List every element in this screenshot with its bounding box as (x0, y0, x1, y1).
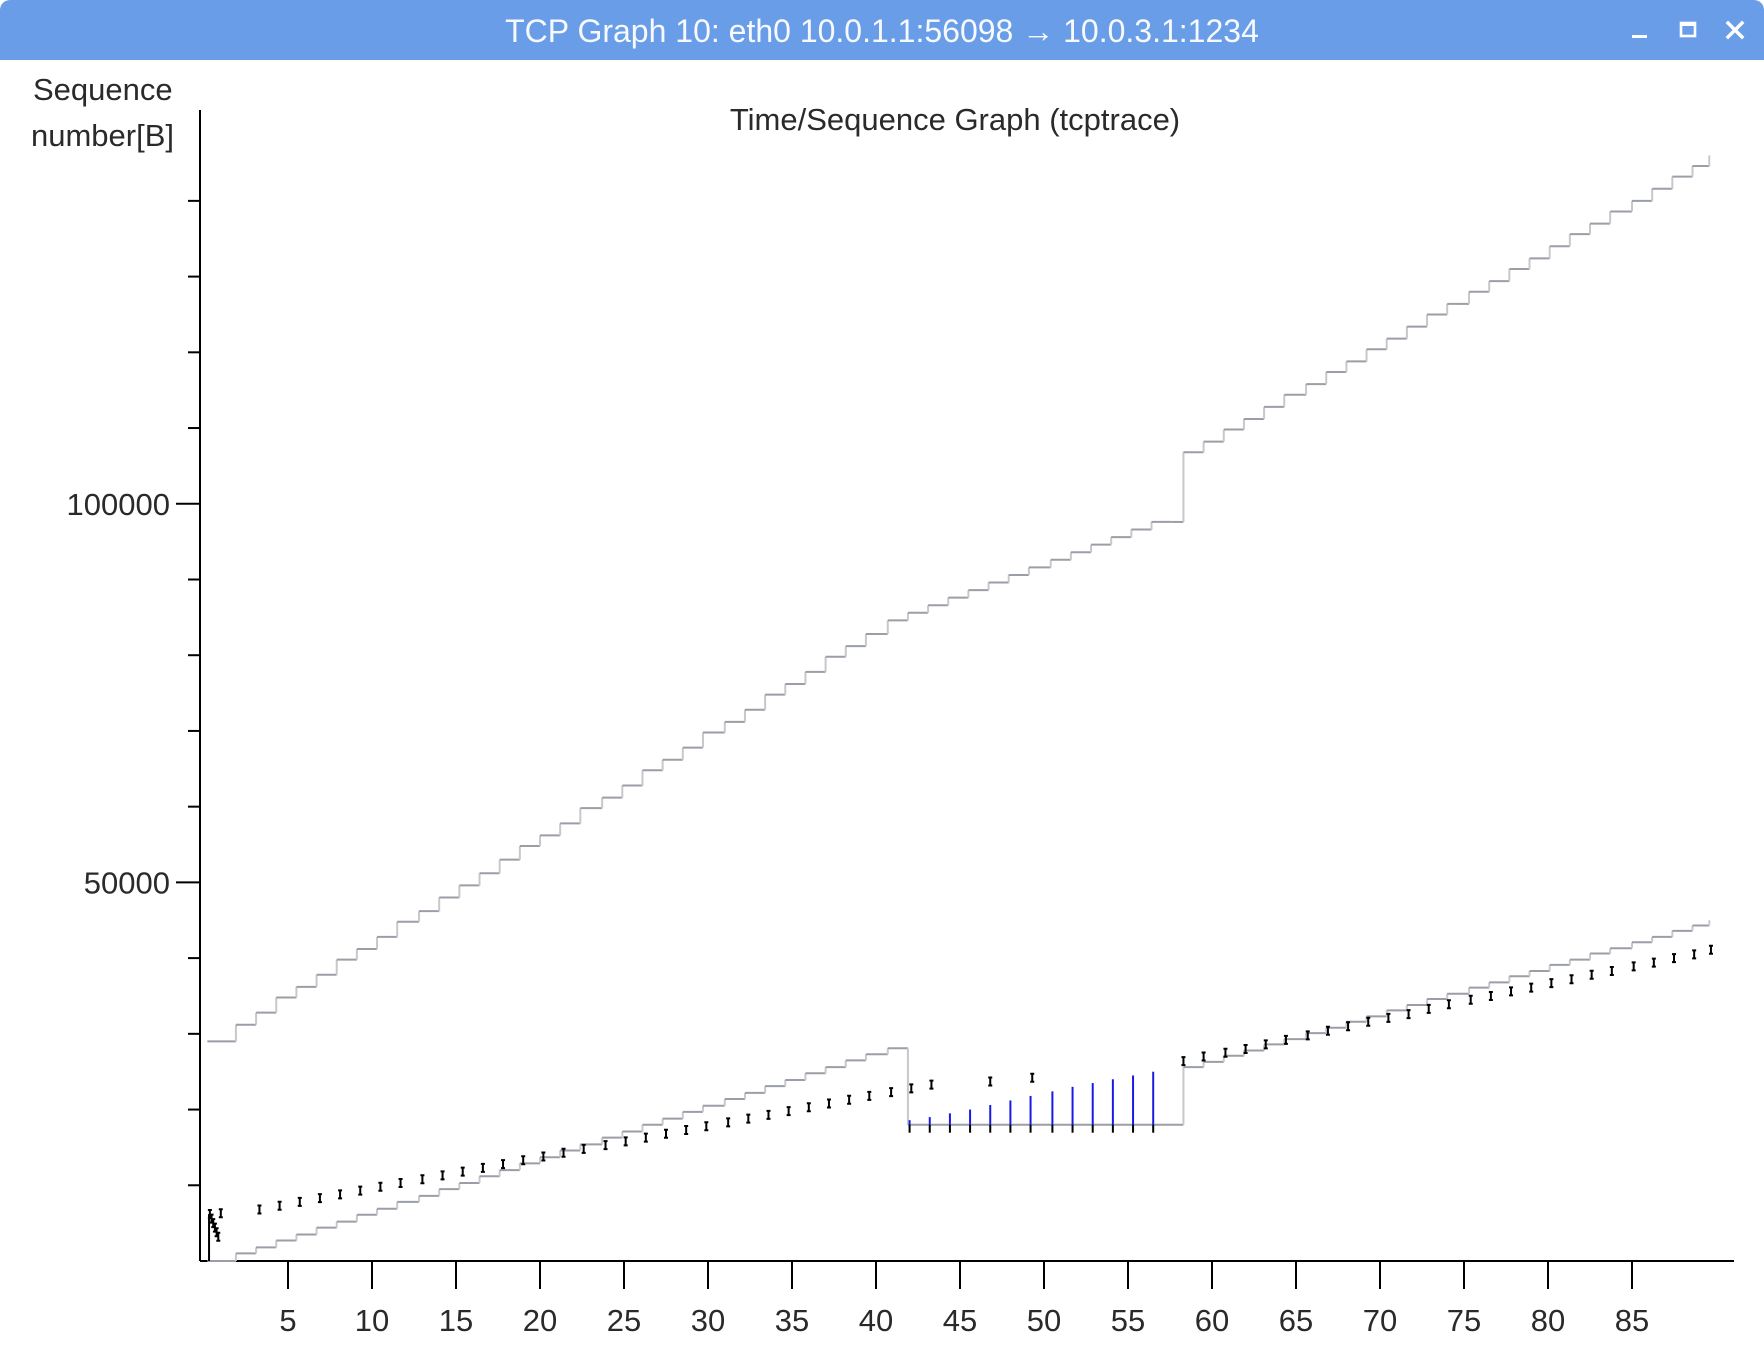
data-segment-marker (1263, 1039, 1268, 1050)
data-segment-marker (726, 1117, 731, 1128)
data-segment-marker (420, 1174, 425, 1185)
data-segment-marker (1651, 957, 1656, 968)
data-segment-marker (1223, 1047, 1228, 1058)
data-segment-marker (1672, 953, 1676, 964)
data-segment-marker (847, 1094, 852, 1105)
data-segment-marker (704, 1121, 709, 1132)
x-tick-label: 30 (691, 1303, 725, 1338)
graph-area[interactable]: Sequence number[B] Time/Sequence Graph (… (0, 60, 1764, 1360)
data-segment-marker (358, 1185, 363, 1196)
y-axis-label-line-1: Sequence (33, 72, 173, 107)
data-segment-marker (1692, 949, 1697, 960)
data-segment-marker (889, 1087, 894, 1098)
data-segment-marker (480, 1162, 485, 1173)
data-segment-marker (1569, 974, 1574, 985)
data-segment-marker (1549, 978, 1554, 989)
data-segment-marker (1708, 944, 1713, 955)
data-segment-marker (1529, 982, 1534, 993)
data-segment-marker (1366, 1016, 1371, 1027)
data-segment-marker (909, 1083, 914, 1094)
data-segment-marker (929, 1079, 934, 1090)
data-segment-marker (746, 1113, 751, 1124)
x-tick-label: 15 (439, 1303, 473, 1338)
data-segment-marker (216, 1231, 221, 1242)
data-segment-marker (398, 1178, 403, 1188)
data-segment-marker (1325, 1025, 1330, 1036)
x-tick-label: 45 (943, 1303, 977, 1338)
data-segment-marker (1283, 1034, 1288, 1045)
x-tick-label: 75 (1447, 1303, 1481, 1338)
x-tick-label: 50 (1027, 1303, 1061, 1338)
data-segment-marker (1386, 1012, 1391, 1023)
x-tick-label: 10 (355, 1303, 389, 1338)
data-segment-marker (541, 1151, 546, 1162)
close-button[interactable] (1719, 14, 1751, 46)
data-segment-marker (297, 1196, 302, 1207)
data-segment-marker (561, 1147, 566, 1158)
x-tick-label: 5 (279, 1303, 296, 1338)
y-tick-label: 100000 (67, 487, 170, 522)
x-tick-label: 80 (1531, 1303, 1565, 1338)
data-segment-marker (1509, 986, 1514, 997)
data-segment-marker (1488, 990, 1493, 1001)
data-segment-marker (338, 1189, 343, 1200)
data-segment-marker (786, 1106, 791, 1117)
data-segment-marker (317, 1193, 322, 1204)
data-segment-marker (1346, 1021, 1351, 1032)
data-segment-marker (581, 1143, 586, 1154)
data-segment-marker (1468, 994, 1473, 1005)
data-segment-marker (1030, 1072, 1035, 1083)
data-segment-marker (603, 1140, 608, 1151)
data-segment-marker (460, 1166, 465, 1177)
window-title: TCP Graph 10: eth0 10.0.1.1:56098 → 10.0… (505, 13, 1259, 49)
x-tick-label: 35 (775, 1303, 809, 1338)
data-segment-marker (257, 1204, 262, 1215)
x-tick-label: 65 (1279, 1303, 1313, 1338)
data-segment-marker (1609, 965, 1614, 976)
x-tick-label: 40 (859, 1303, 893, 1338)
data-segment-marker (277, 1200, 282, 1211)
data-segment-marker (623, 1136, 628, 1147)
data-segment-marker (440, 1170, 445, 1181)
data-segment-marker (1305, 1030, 1310, 1041)
x-tick-label: 55 (1111, 1303, 1145, 1338)
data-segment-marker (1406, 1009, 1411, 1020)
close-icon (1725, 20, 1745, 40)
data-segment-marker (1631, 961, 1636, 972)
data-segment-marker (1243, 1043, 1248, 1054)
minimize-icon (1632, 35, 1647, 38)
data-segment-marker (806, 1102, 811, 1113)
chart-title: Time/Sequence Graph (tcptrace) (729, 102, 1181, 137)
data-segment-marker (867, 1090, 872, 1101)
data-segment-marker (1201, 1051, 1206, 1062)
maximize-button[interactable] (1672, 14, 1704, 46)
y-axis-label-line-2: number[B] (31, 118, 175, 153)
data-segment-marker (1181, 1056, 1186, 1067)
x-tick-label: 60 (1195, 1303, 1229, 1338)
data-segment-marker (826, 1098, 831, 1109)
data-segment-marker (1446, 999, 1451, 1010)
sequence-chart[interactable]: 50000 100000 5 10 15 20 25 30 35 40 45 50 55 60 65 70 75… (0, 60, 1764, 1360)
title-bar[interactable]: TCP Graph 10: eth0 10.0.1.1:56098 → 10.0… (0, 0, 1764, 60)
maximize-icon (1679, 21, 1697, 38)
data-segment-marker (664, 1128, 668, 1139)
data-segment-marker (378, 1181, 383, 1192)
data-segment-marker (766, 1109, 771, 1120)
data-segment-marker (684, 1125, 689, 1135)
data-segment-marker (1426, 1003, 1431, 1014)
data-segment-marker (218, 1208, 223, 1219)
data-segment-marker (501, 1159, 506, 1170)
minimize-button[interactable] (1624, 14, 1656, 46)
x-tick-label: 70 (1363, 1303, 1397, 1338)
data-segment-marker (988, 1076, 993, 1087)
data-segment-marker (1589, 969, 1594, 980)
data-segment-marker (521, 1155, 526, 1166)
x-tick-label: 85 (1615, 1303, 1649, 1338)
data-segment-marker (643, 1132, 648, 1143)
x-tick-label: 20 (523, 1303, 557, 1338)
y-tick-label: 50000 (84, 865, 170, 900)
x-tick-label: 25 (607, 1303, 641, 1338)
